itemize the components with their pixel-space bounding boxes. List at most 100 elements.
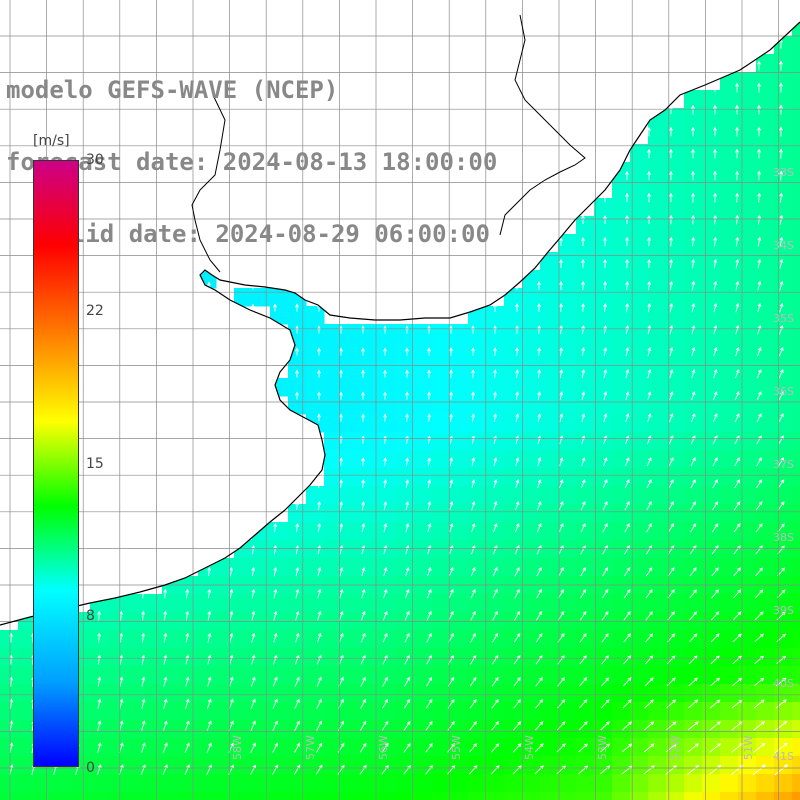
wind-speed-cell — [270, 540, 289, 559]
wind-arrow — [163, 610, 168, 621]
wind-speed-cell — [630, 702, 649, 721]
wind-speed-cell — [648, 504, 667, 523]
wind-arrow — [449, 369, 453, 378]
wind-speed-cell — [450, 702, 469, 721]
wind-arrow — [383, 369, 387, 378]
wind-speed-cell — [234, 756, 253, 775]
wind-arrow — [603, 347, 608, 357]
wind-arrow — [471, 325, 475, 334]
wind-speed-cell — [666, 378, 685, 397]
wind-arrow — [537, 369, 542, 378]
wind-arrow — [757, 258, 762, 269]
wind-speed-cell — [450, 396, 469, 415]
wind-speed-cell — [18, 720, 37, 739]
wind-speed-cell — [648, 468, 667, 487]
colorbar-unit: [m/s] — [33, 133, 70, 149]
wind-speed-cell — [306, 486, 325, 505]
wind-arrow — [755, 567, 764, 577]
wind-speed-cell — [288, 792, 307, 800]
wind-speed-cell — [504, 792, 523, 800]
wind-arrow — [733, 501, 741, 511]
wind-arrow — [9, 720, 14, 731]
wind-arrow — [776, 633, 786, 643]
wind-arrow — [713, 258, 718, 269]
wind-arrow — [96, 764, 102, 776]
wind-speed-cell — [702, 396, 721, 415]
wind-arrow — [647, 369, 652, 379]
wind-speed-cell — [720, 216, 739, 235]
wind-speed-cell — [468, 720, 487, 739]
wind-arrow — [536, 522, 542, 533]
wind-speed-cell — [792, 360, 800, 379]
wind-speed-cell — [324, 702, 343, 721]
wind-arrow — [536, 588, 542, 599]
wind-speed-cell — [720, 360, 739, 379]
wind-speed-cell — [522, 288, 541, 307]
wind-speed-cell — [432, 720, 451, 739]
wind-speed-cell — [684, 90, 703, 109]
wind-speed-cell — [792, 522, 800, 541]
wind-arrow — [470, 632, 476, 643]
wind-speed-cell — [324, 684, 343, 703]
wind-arrow — [295, 369, 299, 378]
wind-speed-cell — [342, 792, 361, 800]
wind-arrow — [624, 501, 630, 511]
wind-speed-cell — [486, 666, 505, 685]
wind-arrow — [623, 589, 631, 599]
wind-arrow — [383, 347, 387, 356]
wind-arrow — [732, 677, 743, 687]
wind-speed-cell — [720, 180, 739, 199]
wind-arrow — [535, 699, 544, 709]
wind-arrow — [689, 567, 697, 577]
wind-arrow — [667, 545, 675, 555]
wind-speed-cell — [756, 306, 775, 325]
wind-speed-cell — [396, 522, 415, 541]
wind-speed-cell — [216, 792, 235, 800]
wind-speed-cell — [648, 666, 667, 685]
wind-arrow — [691, 368, 696, 379]
wind-arrow — [163, 632, 168, 643]
wind-speed-cell — [612, 180, 631, 199]
wind-arrow — [382, 676, 388, 687]
wind-speed-cell — [666, 630, 685, 649]
wind-speed-cell — [630, 306, 649, 325]
wind-speed-cell — [198, 666, 217, 685]
wind-speed-cell — [342, 450, 361, 469]
wind-speed-cell — [324, 540, 343, 559]
wind-speed-cell — [792, 702, 800, 721]
wind-arrow — [536, 544, 542, 555]
wind-speed-cell — [378, 522, 397, 541]
wind-arrow — [754, 589, 764, 599]
wind-speed-cell — [540, 414, 559, 433]
wind-arrow — [359, 742, 367, 753]
wind-speed-cell — [396, 468, 415, 487]
colorbar-tick-0: 0 — [86, 760, 95, 776]
wind-speed-cell — [288, 522, 307, 541]
wind-speed-cell — [576, 630, 595, 649]
wind-speed-cell — [594, 450, 613, 469]
wind-speed-cell — [450, 558, 469, 577]
wind-speed-cell — [324, 414, 343, 433]
wind-arrow — [405, 391, 409, 400]
wind-arrow — [690, 413, 696, 423]
wind-arrow — [405, 501, 410, 511]
wind-speed-cell — [612, 288, 631, 307]
wind-arrow — [493, 522, 498, 533]
wind-arrow — [779, 214, 784, 225]
wind-arrow — [97, 654, 102, 665]
wind-arrow — [317, 391, 321, 400]
wind-speed-cell — [540, 666, 559, 685]
wind-arrow — [272, 676, 278, 687]
wind-speed-cell — [126, 792, 145, 800]
wind-arrow — [647, 258, 652, 269]
wind-arrow — [207, 632, 212, 643]
wind-speed-cell — [792, 738, 800, 757]
wind-speed-cell — [648, 774, 667, 793]
wind-speed-cell — [504, 756, 523, 775]
wind-arrow — [361, 501, 366, 511]
wind-speed-cell — [324, 468, 343, 487]
wind-arrow — [581, 325, 586, 335]
wind-speed-cell — [594, 666, 613, 685]
wind-speed-cell — [468, 414, 487, 433]
wind-arrow — [337, 764, 345, 775]
